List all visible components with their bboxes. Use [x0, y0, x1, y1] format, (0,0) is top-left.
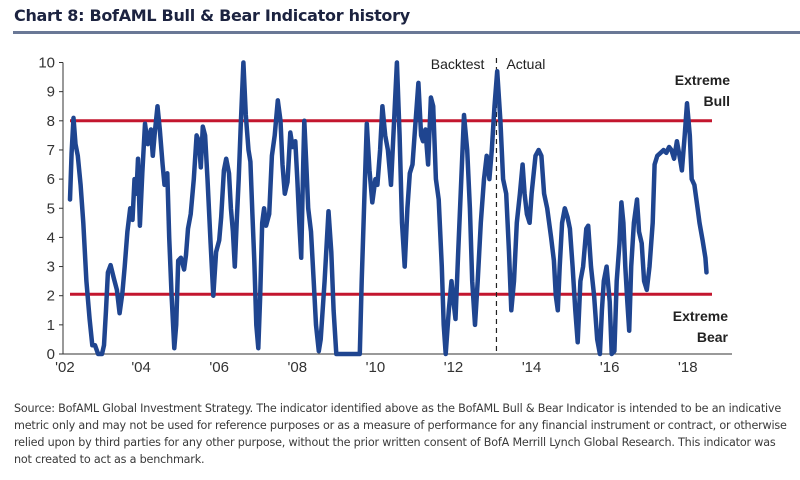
x-tick-label: '08 — [288, 359, 308, 376]
x-tick-label: '02 — [55, 359, 75, 376]
y-axis: 0 1 2 3 4 5 6 7 8 9 10 — [38, 55, 64, 363]
y-tick-label: 6 — [47, 171, 55, 188]
backtest-label: Backtest — [431, 56, 485, 72]
title-divider — [13, 31, 800, 34]
x-tick-label: '10 — [366, 359, 386, 376]
x-tick-label: '04 — [131, 359, 151, 376]
series-group — [67, 60, 709, 357]
x-tick-label: '06 — [209, 359, 229, 376]
y-tick-label: 7 — [47, 142, 55, 159]
y-tick-label: 5 — [47, 200, 55, 217]
extreme-bear-label: Bear — [697, 329, 729, 345]
series-line-bull-bear-indicator — [67, 60, 709, 357]
y-tick-label: 4 — [47, 229, 55, 246]
x-axis: '02 '04 '06 '08 '10 '12 '14 '16 '18 — [55, 353, 732, 376]
actual-label: Actual — [506, 56, 545, 72]
x-tick-label: '12 — [444, 359, 464, 376]
y-tick-label: 8 — [47, 113, 55, 130]
y-tick-label: 2 — [47, 288, 55, 305]
extreme-bull-label: Bull — [704, 93, 730, 109]
extreme-bear-label: Extreme — [673, 308, 728, 324]
source-note: Source: BofAML Global Investment Strateg… — [14, 402, 787, 466]
chart-title: Chart 8: BofAML Bull & Bear Indicator hi… — [14, 6, 410, 25]
bull-bear-chart: 0 1 2 3 4 5 6 7 8 9 10 '02 '04 '06 '08 '10 '12 '14 '16 '18… — [38, 55, 732, 376]
y-tick-label: 9 — [47, 84, 55, 101]
x-tick-label: '14 — [522, 359, 542, 376]
x-tick-label: '16 — [600, 359, 620, 376]
x-tick-label: '18 — [678, 359, 698, 376]
y-tick-label: 3 — [47, 259, 55, 276]
annotations: Backtest Actual Extreme Bull Extreme Bear — [431, 56, 730, 345]
extreme-bull-label: Extreme — [675, 72, 730, 88]
y-tick-label: 0 — [47, 346, 55, 363]
y-tick-label: 1 — [47, 317, 55, 334]
y-tick-label: 10 — [38, 55, 55, 72]
